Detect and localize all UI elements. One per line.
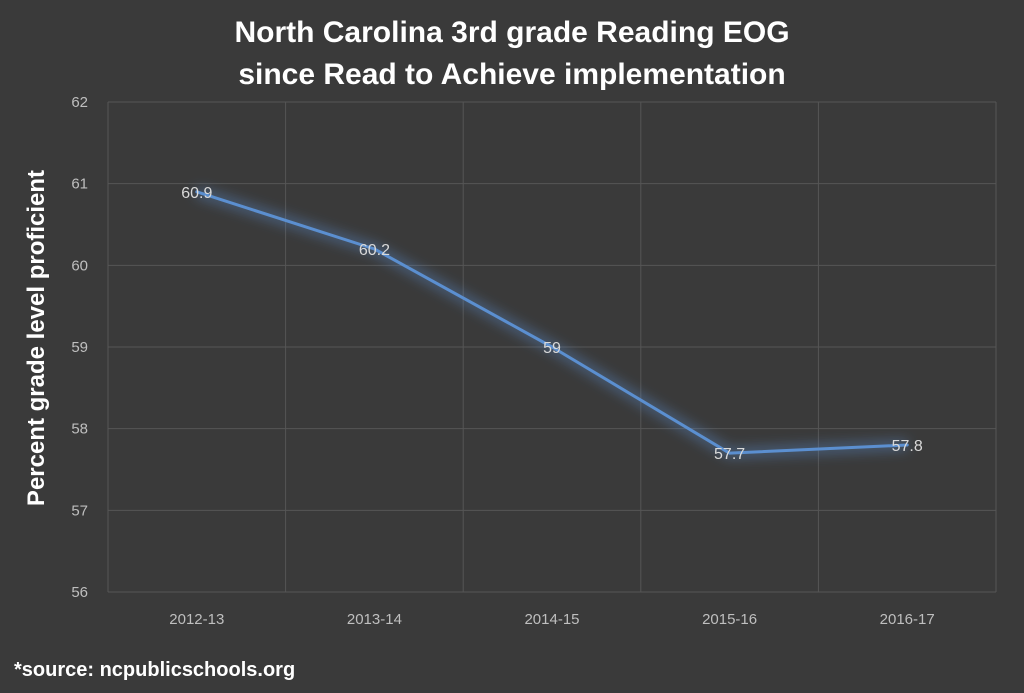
data-label: 57.7 [714,446,745,463]
y-tick-label: 60 [71,257,88,274]
gridlines [107,101,997,593]
x-tick-label: 2013-14 [347,611,402,628]
data-labels: 60.9 60.2 59 57.7 57.8 [181,185,923,463]
chart-title: North Carolina 3rd grade Reading EOG [234,16,789,49]
y-axis-ticks: 56 57 58 59 60 61 62 [71,94,88,601]
x-tick-label: 2016-17 [880,611,935,628]
data-label: 57.8 [892,438,923,455]
y-tick-label: 61 [71,176,88,193]
source-note: *source: ncpublicschools.org [14,659,295,681]
series-line-glow [195,187,908,459]
series-line-group [195,187,909,459]
y-tick-label: 56 [71,584,88,601]
x-tick-label: 2012-13 [169,611,224,628]
y-tick-label: 59 [71,339,88,356]
y-tick-label: 57 [71,502,88,519]
x-axis-ticks: 2012-13 2013-14 2014-15 2015-16 2016-17 [169,611,934,628]
data-label: 59 [543,340,561,357]
data-label: 60.2 [359,242,390,259]
x-tick-label: 2015-16 [702,611,757,628]
y-tick-label: 62 [71,94,88,111]
data-label: 60.9 [181,185,212,202]
x-tick-label: 2014-15 [524,611,579,628]
chart-subtitle: since Read to Achieve implementation [238,58,785,91]
y-tick-label: 58 [71,421,88,438]
y-axis-label: Percent grade level proficient [23,170,50,506]
